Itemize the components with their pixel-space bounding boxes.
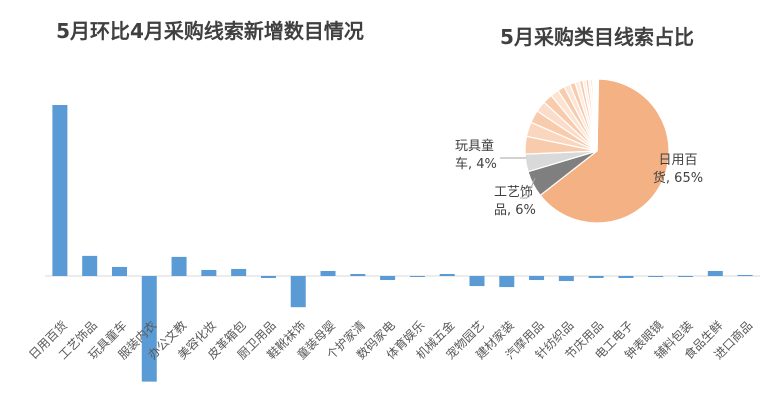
bar-办公文教 bbox=[171, 256, 187, 276]
bar-电工电子 bbox=[618, 276, 634, 279]
bar-辅料包装 bbox=[678, 276, 694, 278]
bar-针纺织品 bbox=[558, 276, 574, 282]
bar-皮革箱包 bbox=[231, 268, 247, 276]
bar-童装母婴 bbox=[320, 270, 336, 276]
pie-data-label: 玩具童车, 4% bbox=[455, 138, 497, 172]
bar-工艺饰品 bbox=[82, 255, 98, 276]
pie-chart: 日用百货, 65% 工艺饰品, 6% 玩具童车, 4% bbox=[455, 78, 703, 224]
leader-line bbox=[520, 177, 536, 199]
pie-data-label: 日用百货, 65% bbox=[653, 153, 703, 186]
bar-汽摩用品 bbox=[529, 276, 545, 281]
bar-体育娱乐 bbox=[409, 276, 425, 278]
pie-data-label: 工艺饰品, 6% bbox=[494, 185, 536, 218]
bar-厨卫用品 bbox=[260, 276, 276, 279]
bar-玩具童车 bbox=[111, 266, 127, 276]
pie-slice bbox=[596, 78, 600, 152]
bar-服装内衣 bbox=[141, 276, 157, 382]
bar-宠物园艺 bbox=[469, 276, 485, 287]
bar-建材家装 bbox=[499, 276, 515, 288]
pie-chart-title: 5月采购类目线索占比 bbox=[500, 25, 694, 49]
bar-鞋靴袜饰 bbox=[290, 276, 306, 308]
bar-进口商品 bbox=[737, 274, 753, 276]
bar-个护家清 bbox=[350, 273, 366, 276]
pie-slice-日用百货 bbox=[539, 78, 670, 224]
bar-钟表眼镜 bbox=[648, 276, 664, 278]
bar-数码家电 bbox=[380, 276, 396, 281]
bar-日用百货 bbox=[52, 105, 68, 276]
bar-机械五金 bbox=[439, 273, 455, 276]
bar-节庆用品 bbox=[588, 276, 604, 279]
bar-chart-title: 5月环比4月采购线索新增数目情况 bbox=[56, 19, 364, 43]
bar-食品生鲜 bbox=[707, 270, 723, 276]
bar-美容化妆 bbox=[201, 269, 217, 276]
